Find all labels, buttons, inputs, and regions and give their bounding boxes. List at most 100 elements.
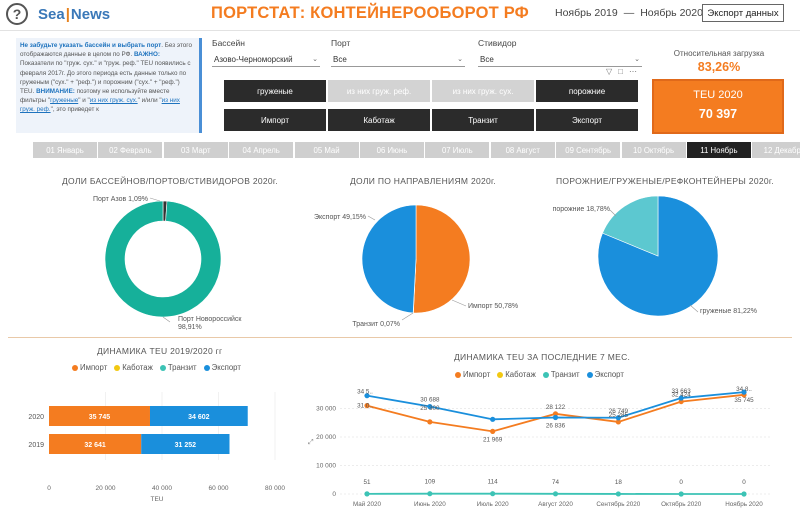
line-data-label-transit: 0 — [742, 479, 746, 486]
direction-button-import[interactable]: Импорт — [224, 109, 326, 131]
line-point-Экспорт[interactable] — [364, 393, 370, 399]
direction-button-transit[interactable]: Транзит — [432, 109, 534, 131]
bar-segment-Импорт[interactable] — [49, 406, 150, 426]
line-point-Импорт[interactable] — [552, 411, 559, 417]
cargo-button-empty[interactable]: порожние — [536, 80, 638, 102]
pie-slice-Экспорт[interactable] — [361, 204, 417, 314]
bar-x-tick-label: 80 000 — [265, 485, 285, 492]
line-x-tick-label: Октябрь 2020 — [661, 500, 702, 508]
line-point-Экспорт[interactable] — [427, 403, 433, 410]
legend-item-2[interactable]: Каботаж — [114, 363, 153, 372]
month-button-7[interactable]: 07 Июль — [425, 142, 490, 158]
cargo-button-loaded[interactable]: груженые — [224, 80, 326, 102]
month-button-8[interactable]: 08 Август — [490, 142, 555, 158]
logo-part1: Sea — [38, 5, 65, 23]
month-button-9[interactable]: 09 Сентябрь — [556, 142, 621, 158]
line-point-Импорт[interactable] — [364, 403, 370, 409]
pie-slice-Порт Азов[interactable] — [162, 200, 168, 222]
line-point-Импорт[interactable] — [741, 392, 747, 398]
month-button-6[interactable]: 06 Июнь — [359, 142, 424, 158]
month-button-5[interactable]: 05 Май — [294, 142, 359, 158]
line-point-Транзит[interactable] — [741, 491, 747, 497]
stevedore-dropdown[interactable]: Все ⌄ — [478, 52, 642, 67]
legend-item-2[interactable]: Каботаж — [497, 370, 536, 379]
legend-dot — [455, 371, 461, 378]
line-y-tick-label: 20 000 — [316, 434, 336, 441]
basin-dropdown[interactable]: Азово-Черноморский ⌄ — [212, 52, 320, 67]
chevron-down-icon: ⌄ — [457, 56, 463, 63]
line-point-Транзит[interactable] — [615, 491, 621, 497]
line-point-Экспорт[interactable] — [490, 416, 496, 422]
legend-item-3[interactable]: Транзит — [159, 363, 197, 372]
info-link-loaded[interactable]: груженые — [50, 97, 79, 105]
legend-label: Импорт — [463, 370, 491, 379]
pie-data-label: Транзит 0,07% — [352, 321, 400, 328]
bar-segment-Экспорт[interactable] — [141, 434, 230, 454]
filter-icon[interactable]: ▽ — [606, 67, 613, 76]
legend-item-4[interactable]: Экспорт — [586, 370, 624, 379]
month-button-10[interactable]: 10 Октябрь — [621, 142, 686, 158]
line-data-label-import: 21 969 — [483, 436, 503, 443]
header-divider — [0, 30, 800, 31]
month-button-11[interactable]: 11 Ноябрь — [686, 142, 751, 158]
line-point-Транзит[interactable] — [427, 491, 433, 497]
section-divider — [8, 337, 792, 338]
pie-slice-Импорт[interactable] — [413, 204, 471, 314]
line-point-Импорт[interactable] — [427, 419, 433, 425]
month-button-4[interactable]: 04 Апрель — [229, 142, 294, 158]
bar-x-axis-label: TEU — [151, 496, 164, 503]
bar-chart-legend: Импорт Каботаж Транзит Экспорт — [72, 363, 241, 372]
line-point-Импорт[interactable] — [490, 428, 496, 434]
bar-x-tick-label: 20 000 — [96, 485, 116, 492]
line-point-Импорт[interactable] — [615, 419, 621, 425]
info-link-reefer[interactable]: из них груж. реф. — [20, 97, 180, 114]
help-icon[interactable]: ? — [6, 3, 28, 25]
line-point-Транзит[interactable] — [364, 491, 370, 497]
line-x-tick-label: Сентябрь 2020 — [596, 500, 640, 508]
logo-part2: News — [70, 5, 111, 23]
more-options-icon[interactable]: ⋯ — [629, 67, 637, 76]
month-button-12[interactable]: 12 Декабрь — [752, 142, 800, 158]
bar-category-label: 2019 — [28, 442, 44, 449]
focus-mode-icon[interactable]: □ — [618, 67, 623, 76]
teu-card: TEU 2020 70 397 — [652, 79, 784, 134]
pie-slice-Порт Новороссийск[interactable] — [104, 200, 222, 318]
direction-button-export[interactable]: Экспорт — [536, 109, 638, 131]
line-point-Импорт[interactable] — [678, 398, 684, 405]
direction-button-cabotage[interactable]: Каботаж — [328, 109, 430, 131]
pie-data-label: Порт Азов 1,09% — [93, 196, 148, 203]
line-point-Экспорт[interactable] — [678, 395, 684, 401]
legend-item-4[interactable]: Экспорт — [203, 363, 241, 372]
legend-item-1[interactable]: Импорт — [455, 370, 490, 379]
pie-slice-Транзит[interactable] — [412, 258, 417, 314]
bar-segment-Импорт[interactable] — [49, 434, 142, 454]
info-text3: поэтому не используйте вместе фильтры " — [20, 88, 170, 105]
month-button-2[interactable]: 02 Февраль — [98, 142, 163, 158]
cargo-button-dry[interactable]: из них груж. сух. — [432, 80, 534, 102]
pie-data-label: Порт Новороссийск — [178, 315, 242, 323]
line-point-Экспорт[interactable] — [552, 414, 559, 421]
line-x-tick-label: Июнь 2020 — [414, 501, 446, 508]
info-warn1: ВАЖНО: — [133, 51, 160, 59]
line-point-Транзит[interactable] — [552, 491, 559, 497]
teu-card-value: 70 397 — [698, 107, 738, 121]
legend-item-3[interactable]: Транзит — [542, 370, 580, 379]
bar-segment-Экспорт[interactable] — [149, 406, 248, 426]
chevron-down-icon: ⌄ — [634, 56, 640, 63]
line-point-Экспорт[interactable] — [615, 415, 621, 421]
cargo-button-reefer[interactable]: из них груж. реф. — [328, 80, 430, 102]
info-link-dry[interactable]: из них груж. сух. — [89, 97, 138, 105]
pie-slice-груженые[interactable] — [597, 195, 719, 317]
month-button-3[interactable]: 03 Март — [163, 142, 228, 158]
pie-slice-порожние[interactable] — [602, 195, 659, 257]
port-dropdown[interactable]: Все ⌄ — [331, 52, 465, 67]
export-data-button[interactable]: Экспорт данных — [702, 4, 784, 22]
legend-item-1[interactable]: Импорт — [72, 363, 107, 372]
line-point-Экспорт[interactable] — [741, 389, 747, 395]
line-x-tick-label: Май 2020 — [353, 500, 382, 508]
month-button-1[interactable]: 01 Январь — [33, 142, 97, 158]
line-point-Транзит[interactable] — [678, 491, 684, 497]
line-point-Транзит[interactable] — [490, 491, 496, 497]
info-text2: Показатели по "груж. сух." и "груж. реф.… — [20, 60, 191, 96]
legend-dot — [114, 364, 121, 371]
